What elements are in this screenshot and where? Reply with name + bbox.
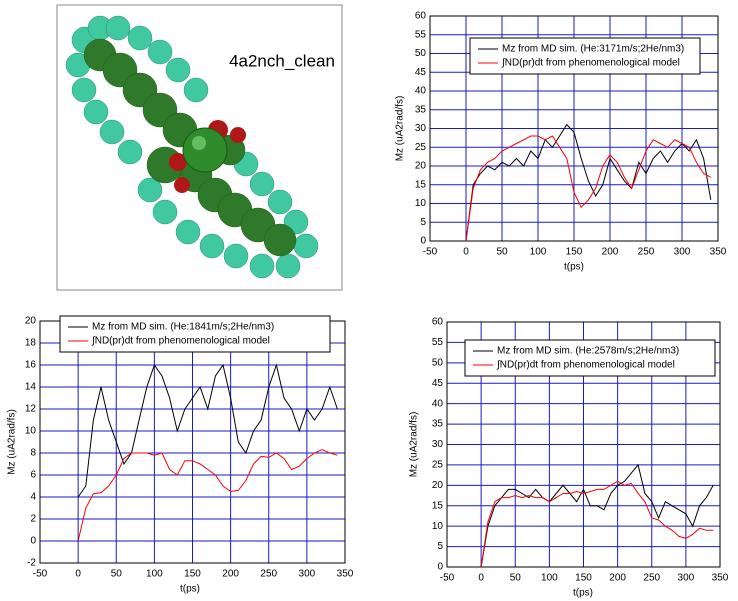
y-tick-label: 40	[415, 86, 427, 97]
y-tick-label: 55	[432, 337, 444, 348]
x-tick-label: 250	[260, 569, 277, 580]
x-tick-label: 50	[496, 247, 508, 258]
y-tick-label: 0	[420, 236, 426, 247]
y-tick-label: 6	[30, 470, 36, 481]
y-tick-label: 20	[25, 316, 37, 327]
y-axis-label: Mz (uA2rad/fs)	[409, 412, 420, 478]
x-tick-label: 350	[337, 569, 354, 580]
x-tick-label: 250	[643, 573, 660, 584]
x-tick-label: 0	[75, 569, 81, 580]
y-tick-label: 10	[432, 521, 444, 532]
y-tick-label: 30	[432, 439, 444, 450]
y-tick-label: 50	[415, 48, 427, 59]
x-tick-label: -50	[440, 573, 455, 584]
y-tick-label: 5	[420, 217, 426, 228]
y-tick-label: 16	[25, 360, 37, 371]
x-axis-label: t(ps)	[180, 584, 200, 595]
x-tick-label: 250	[638, 247, 655, 258]
x-tick-label: 0	[478, 573, 484, 584]
y-tick-label: 0	[30, 536, 36, 547]
x-tick-label: 300	[674, 247, 691, 258]
x-tick-label: 50	[510, 573, 522, 584]
x-tick-label: 350	[712, 573, 729, 584]
x-tick-label: 200	[222, 569, 239, 580]
legend-label: Mz from MD sim. (He:3171m/s;2He/nm3)	[502, 44, 684, 55]
x-tick-label: 300	[299, 569, 316, 580]
y-tick-label: 8	[30, 448, 36, 459]
y-tick-label: 35	[415, 104, 427, 115]
legend-label: ∫ND(pr)dt from phenomenological model	[91, 336, 270, 347]
data-line	[78, 450, 337, 541]
x-tick-label: 50	[111, 569, 123, 580]
y-tick-label: 15	[415, 179, 427, 190]
legend-label: Mz from MD sim. (He:2578m/s;2He/nm3)	[497, 346, 679, 357]
y-tick-label: 15	[432, 500, 444, 511]
y-tick-label: 14	[25, 382, 37, 393]
x-tick-label: 100	[146, 569, 163, 580]
y-tick-label: 40	[432, 398, 444, 409]
x-axis-label: t(ps)	[573, 588, 593, 599]
y-tick-label: 10	[25, 426, 37, 437]
y-tick-label: 60	[432, 317, 444, 328]
x-tick-label: 150	[575, 573, 592, 584]
y-axis-label: Mz (uA2rad/fs)	[7, 409, 18, 475]
x-tick-label: 100	[530, 247, 547, 258]
image-label: 4a2nch_clean	[229, 51, 335, 70]
y-tick-label: 45	[415, 67, 427, 78]
x-tick-label: 150	[566, 247, 583, 258]
y-tick-label: 2	[30, 514, 36, 525]
y-tick-label: 55	[415, 29, 427, 40]
y-tick-label: 4	[30, 492, 36, 503]
chart: -2 0 2 4 6 8 10 12 14 16 18 20 -50 0 50 100 150 200 250 300…	[7, 316, 354, 595]
x-tick-label: 150	[184, 569, 201, 580]
y-tick-label: 5	[437, 541, 443, 552]
x-tick-label: 200	[602, 247, 619, 258]
x-axis-label: t(ps)	[564, 262, 584, 273]
x-tick-label: -50	[33, 569, 48, 580]
y-axis-label: Mz (uA2rad/fs)	[395, 96, 406, 162]
y-tick-label: 35	[432, 419, 444, 430]
y-tick-label: 20	[415, 161, 427, 172]
x-tick-label: -50	[423, 247, 438, 258]
y-tick-label: 60	[415, 11, 427, 22]
data-line	[481, 465, 713, 567]
y-tick-label: -2	[27, 558, 36, 569]
molecule-image: 4a2nch_clean	[57, 5, 342, 290]
data-line	[466, 125, 711, 241]
page: 4a2nch_clean 051015202530354045505560-50…	[0, 0, 738, 601]
y-tick-label: 20	[432, 480, 444, 491]
x-tick-label: 350	[710, 247, 727, 258]
y-tick-label: 50	[432, 357, 444, 368]
y-tick-label: 18	[25, 338, 37, 349]
data-line	[481, 481, 713, 567]
legend-label: ∫ND(pr)dt from phenomenological model	[501, 58, 680, 69]
y-tick-label: 30	[415, 123, 427, 134]
y-tick-label: 45	[432, 378, 444, 389]
x-tick-label: 100	[541, 573, 558, 584]
y-tick-label: 25	[432, 460, 444, 471]
y-tick-label: 12	[25, 404, 37, 415]
x-tick-label: 300	[678, 573, 695, 584]
x-tick-label: 200	[609, 573, 626, 584]
y-tick-label: 0	[437, 562, 443, 573]
y-tick-label: 10	[415, 198, 427, 209]
legend-label: Mz from MD sim. (He:1841m/s;2He/nm3)	[92, 322, 274, 333]
y-tick-label: 25	[415, 142, 427, 153]
x-tick-label: 0	[463, 247, 469, 258]
legend-label: ∫ND(pr)dt from phenomenological model	[496, 360, 675, 371]
